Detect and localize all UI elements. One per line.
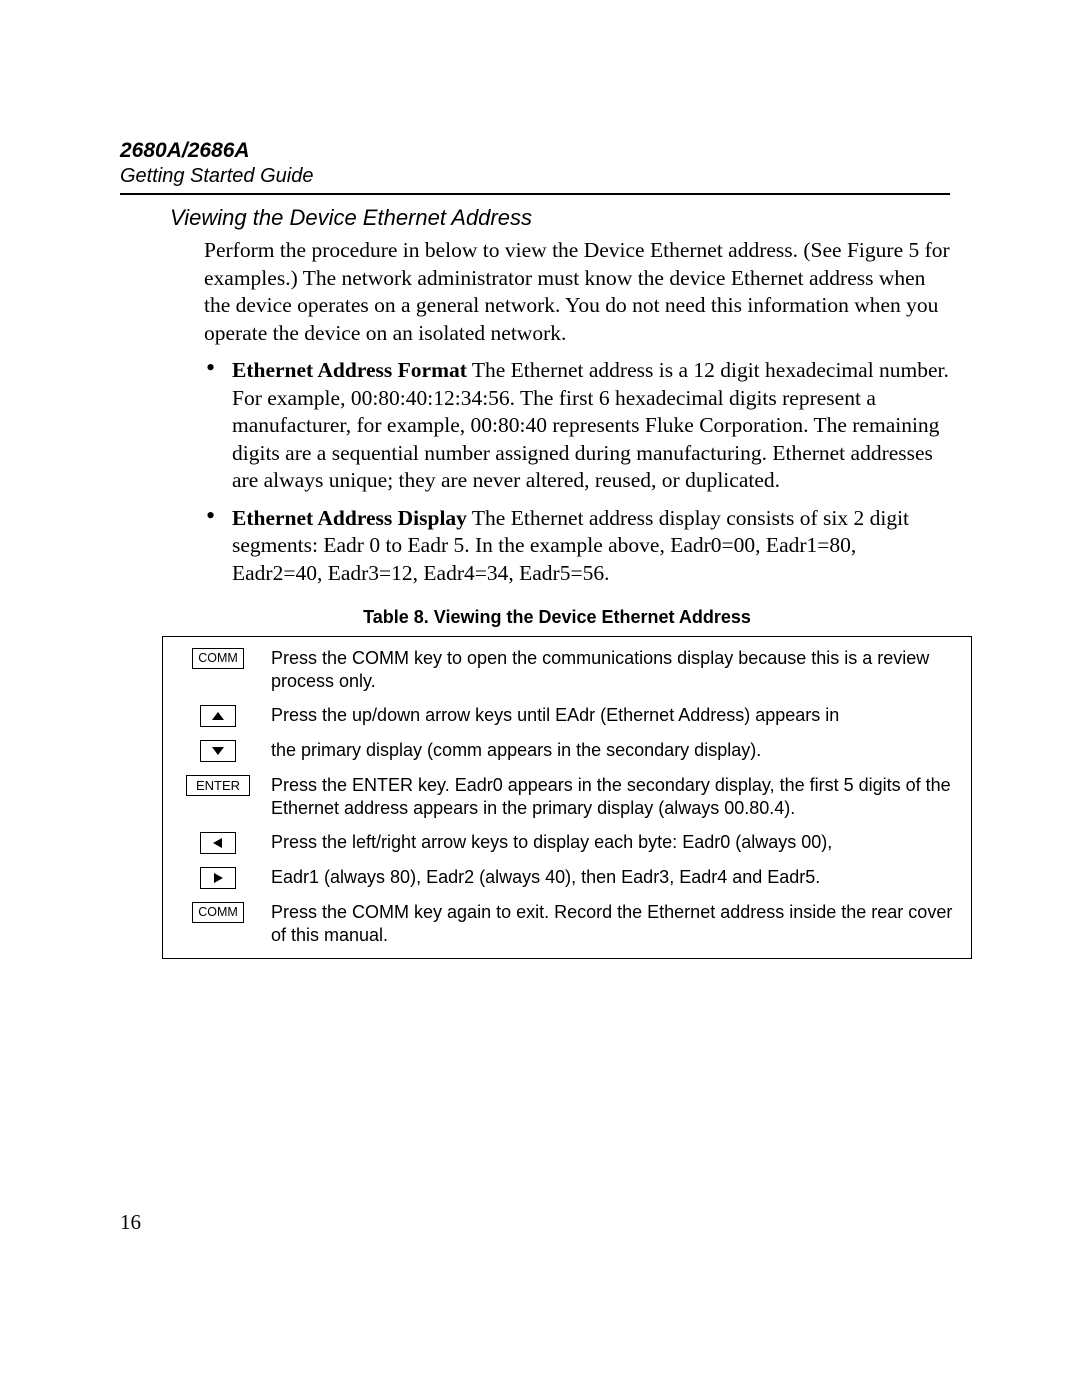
key-cell: [173, 704, 263, 727]
table-row: Eadr1 (always 80), Eadr2 (always 40), th…: [173, 860, 961, 895]
page-content: 2680A/2686A Getting Started Guide Viewin…: [120, 138, 950, 959]
bullet-item: Ethernet Address Display The Ethernet ad…: [204, 505, 950, 588]
desc-cell: Press the left/right arrow keys to displ…: [263, 831, 961, 854]
bullet-item: Ethernet Address Format The Ethernet add…: [204, 357, 950, 495]
procedure-table: COMM Press the COMM key to open the comm…: [162, 636, 972, 959]
arrow-up-icon: [200, 705, 236, 727]
table-row: COMM Press the COMM key again to exit. R…: [173, 895, 961, 952]
bullet-list: Ethernet Address Format The Ethernet add…: [204, 357, 950, 587]
page-number: 16: [120, 1210, 141, 1235]
desc-cell: Press the COMM key again to exit. Record…: [263, 901, 961, 946]
desc-cell: Press the up/down arrow keys until EAdr …: [263, 704, 961, 727]
key-cell: COMM: [173, 901, 263, 923]
desc-cell: Press the ENTER key. Eadr0 appears in th…: [263, 774, 961, 819]
intro-paragraph: Perform the procedure in below to view t…: [204, 237, 950, 347]
section-heading: Viewing the Device Ethernet Address: [170, 205, 950, 231]
table-row: the primary display (comm appears in the…: [173, 733, 961, 768]
arrow-down-icon: [200, 740, 236, 762]
arrow-right-icon: [200, 867, 236, 889]
table-row: ENTER Press the ENTER key. Eadr0 appears…: [173, 768, 961, 825]
header-rule: [120, 193, 950, 195]
enter-key-icon: ENTER: [186, 775, 250, 796]
doc-model-title: 2680A/2686A: [120, 138, 950, 163]
key-cell: [173, 831, 263, 854]
bullet-lead: Ethernet Address Format: [232, 358, 467, 382]
comm-key-icon: COMM: [192, 648, 244, 669]
key-cell: [173, 739, 263, 762]
desc-cell: the primary display (comm appears in the…: [263, 739, 961, 762]
table-row: Press the up/down arrow keys until EAdr …: [173, 698, 961, 733]
key-cell: ENTER: [173, 774, 263, 796]
table-row: COMM Press the COMM key to open the comm…: [173, 641, 961, 698]
key-cell: COMM: [173, 647, 263, 669]
table-title: Table 8. Viewing the Device Ethernet Add…: [162, 607, 952, 628]
table-row: Press the left/right arrow keys to displ…: [173, 825, 961, 860]
desc-cell: Eadr1 (always 80), Eadr2 (always 40), th…: [263, 866, 961, 889]
arrow-left-icon: [200, 832, 236, 854]
key-cell: [173, 866, 263, 889]
bullet-lead: Ethernet Address Display: [232, 506, 467, 530]
comm-key-icon: COMM: [192, 902, 244, 923]
doc-guide-subtitle: Getting Started Guide: [120, 163, 950, 189]
desc-cell: Press the COMM key to open the communica…: [263, 647, 961, 692]
